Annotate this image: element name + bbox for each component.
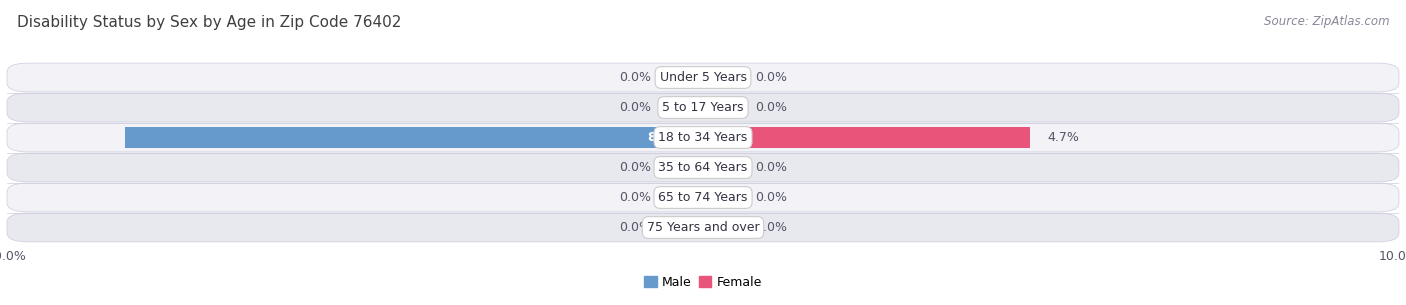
Text: 0.0%: 0.0% xyxy=(619,191,651,204)
Bar xyxy=(703,127,1031,148)
Bar xyxy=(665,157,703,178)
Bar xyxy=(703,67,741,88)
Text: 4.7%: 4.7% xyxy=(1047,131,1080,144)
Text: 0.0%: 0.0% xyxy=(619,101,651,114)
Text: 75 Years and over: 75 Years and over xyxy=(647,221,759,234)
Text: Source: ZipAtlas.com: Source: ZipAtlas.com xyxy=(1264,15,1389,28)
FancyBboxPatch shape xyxy=(7,183,1399,212)
Text: 0.0%: 0.0% xyxy=(755,221,787,234)
Legend: Male, Female: Male, Female xyxy=(644,276,762,289)
Bar xyxy=(703,157,741,178)
Bar xyxy=(665,187,703,208)
Bar xyxy=(703,97,741,118)
Bar xyxy=(665,217,703,238)
FancyBboxPatch shape xyxy=(7,123,1399,152)
Text: 5 to 17 Years: 5 to 17 Years xyxy=(662,101,744,114)
FancyBboxPatch shape xyxy=(7,63,1399,92)
FancyBboxPatch shape xyxy=(7,93,1399,122)
Bar xyxy=(125,127,703,148)
Text: 8.3%: 8.3% xyxy=(648,131,682,144)
FancyBboxPatch shape xyxy=(7,213,1399,242)
Text: 0.0%: 0.0% xyxy=(755,101,787,114)
Text: 65 to 74 Years: 65 to 74 Years xyxy=(658,191,748,204)
Text: 0.0%: 0.0% xyxy=(755,161,787,174)
Bar xyxy=(665,97,703,118)
Bar xyxy=(665,67,703,88)
Text: Under 5 Years: Under 5 Years xyxy=(659,71,747,84)
Text: 18 to 34 Years: 18 to 34 Years xyxy=(658,131,748,144)
FancyBboxPatch shape xyxy=(7,153,1399,182)
Text: Disability Status by Sex by Age in Zip Code 76402: Disability Status by Sex by Age in Zip C… xyxy=(17,15,401,30)
Bar xyxy=(703,217,741,238)
Text: 0.0%: 0.0% xyxy=(619,221,651,234)
Text: 0.0%: 0.0% xyxy=(755,71,787,84)
Bar xyxy=(703,187,741,208)
Text: 0.0%: 0.0% xyxy=(755,191,787,204)
Text: 0.0%: 0.0% xyxy=(619,71,651,84)
Text: 35 to 64 Years: 35 to 64 Years xyxy=(658,161,748,174)
Text: 0.0%: 0.0% xyxy=(619,161,651,174)
